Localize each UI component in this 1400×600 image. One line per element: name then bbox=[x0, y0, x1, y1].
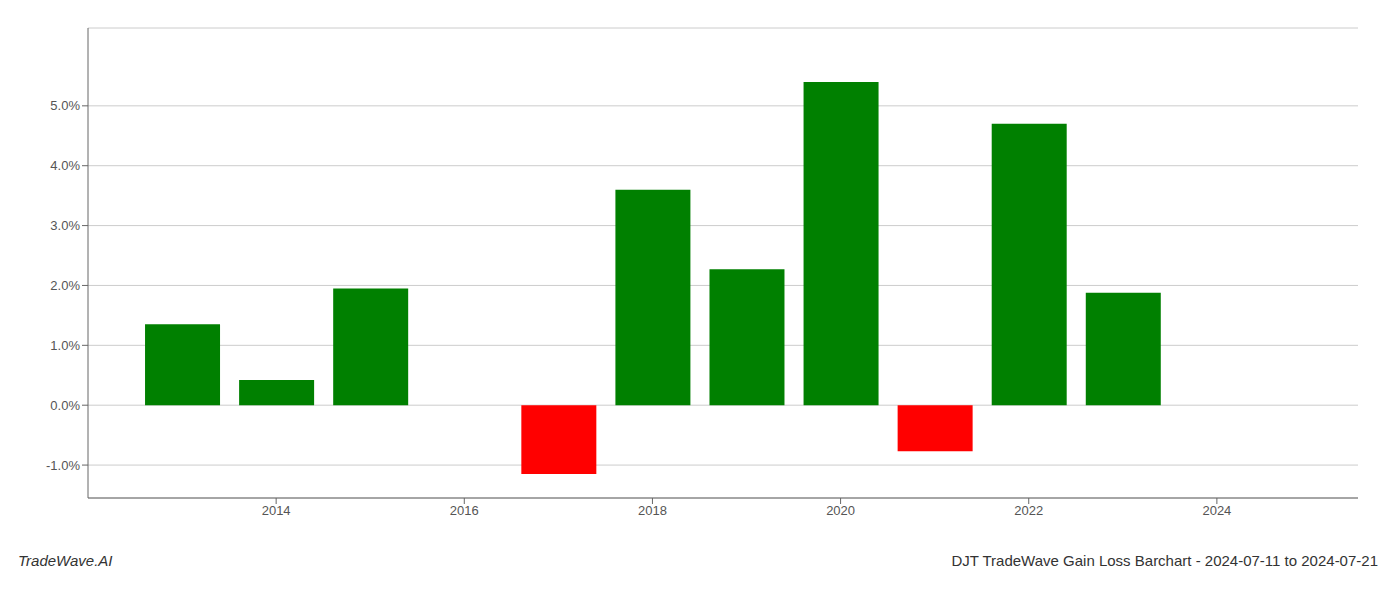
svg-text:0.0%: 0.0% bbox=[50, 398, 80, 413]
svg-text:4.0%: 4.0% bbox=[50, 158, 80, 173]
html-text:TradeWave.AI: TradeWave.AI bbox=[18, 552, 113, 569]
svg-text:2018: 2018 bbox=[638, 503, 667, 518]
svg-text:5.0%: 5.0% bbox=[50, 98, 80, 113]
svg-text:1.0%: 1.0% bbox=[50, 338, 80, 353]
svg-text:2022: 2022 bbox=[1014, 503, 1043, 518]
svg-text:2016: 2016 bbox=[450, 503, 479, 518]
html-text:DJT TradeWave Gain Loss Barcha: DJT TradeWave Gain Loss Barchart - 2024-… bbox=[951, 552, 1378, 569]
svg-text:2020: 2020 bbox=[826, 503, 855, 518]
svg-text:2014: 2014 bbox=[262, 503, 291, 518]
svg-text:2024: 2024 bbox=[1202, 503, 1231, 518]
svg-text:2.0%: 2.0% bbox=[50, 278, 80, 293]
svg-text:3.0%: 3.0% bbox=[50, 218, 80, 233]
svg-text:-1.0%: -1.0% bbox=[46, 458, 80, 473]
